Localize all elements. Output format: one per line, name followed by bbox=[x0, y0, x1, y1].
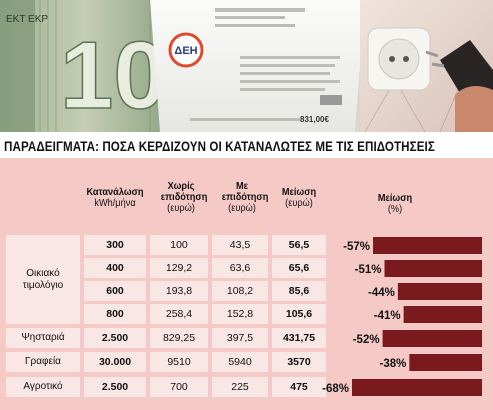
cell-reduction-1: 65,6 bbox=[272, 258, 326, 278]
cell-without-5: 9510 bbox=[150, 352, 208, 372]
cell-consumption-6: 2.500 bbox=[84, 377, 146, 397]
logo-text: ΔEH bbox=[174, 45, 197, 57]
percent-bar-4 bbox=[382, 330, 482, 347]
cell-reduction-4: 431,75 bbox=[272, 328, 326, 348]
cell-with-3: 152,8 bbox=[212, 304, 268, 324]
percent-label-4: -52% bbox=[353, 334, 380, 346]
header-without-unit: (ευρώ) bbox=[167, 203, 195, 214]
bill-amount: 831,00€ bbox=[300, 115, 329, 124]
header-reduction-title: Μείωση bbox=[281, 187, 317, 198]
header-consumption-unit: kWh/μήνα bbox=[94, 198, 136, 209]
header-reduction-pct: Μείωση (%) bbox=[363, 193, 427, 215]
header-without: Χωρίς επιδότηση (ευρώ) bbox=[153, 181, 208, 214]
banknote-value: 10 bbox=[60, 22, 167, 129]
category-residential-label: Οικιακό τιμολόγιο bbox=[22, 267, 64, 291]
percent-label-1: -51% bbox=[355, 264, 382, 276]
cell-without-0: 100 bbox=[150, 235, 208, 255]
category-bakery-label: Ψησταριά bbox=[21, 332, 65, 343]
cell-consumption-5: 30.000 bbox=[84, 352, 146, 372]
cell-reduction-6: 475 bbox=[272, 377, 326, 397]
cell-consumption-3: 800 bbox=[84, 304, 146, 324]
header-reduction: Μείωση (ευρώ) bbox=[270, 187, 327, 209]
cell-consumption-4: 2.500 bbox=[84, 328, 146, 348]
header-without-title: Χωρίς επιδότηση bbox=[160, 181, 208, 203]
percent-bar-1 bbox=[384, 260, 482, 277]
header-with-title: Με επιδότηση bbox=[221, 181, 269, 203]
cell-consumption-0: 300 bbox=[84, 235, 146, 255]
header-reduction-pct-unit: (%) bbox=[387, 204, 403, 215]
cell-with-4: 397,5 bbox=[212, 328, 268, 348]
category-office: Γραφεία bbox=[6, 352, 80, 372]
percent-label-0: -57% bbox=[343, 241, 370, 253]
cell-without-6: 700 bbox=[150, 377, 208, 397]
header-reduction-unit: (ευρώ) bbox=[285, 198, 313, 209]
header-consumption-title: Κατανάλωση bbox=[86, 187, 144, 198]
header-consumption: Κατανάλωση kWh/μήνα bbox=[86, 187, 145, 209]
photo-banner: EKT EKP 10 ΔEH 831,00€ bbox=[0, 0, 493, 132]
percent-label-6: -68% bbox=[322, 383, 349, 395]
percent-label-3: -41% bbox=[374, 310, 401, 322]
header-with-unit: (ευρώ) bbox=[228, 203, 256, 214]
cell-with-5: 5940 bbox=[212, 352, 268, 372]
percent-bar-6 bbox=[352, 379, 482, 396]
percent-bar-3 bbox=[403, 306, 482, 323]
cell-without-2: 193,8 bbox=[150, 281, 208, 301]
category-residential: Οικιακό τιμολόγιο bbox=[6, 235, 80, 324]
company-logo bbox=[168, 32, 204, 68]
cell-with-1: 63,6 bbox=[212, 258, 268, 278]
headline: ΠΑΡΑΔΕΙΓΜΑΤΑ: ΠΟΣΑ ΚΕΡΔΙΖΟΥΝ ΟΙ ΚΑΤΑΝΑΛΩ… bbox=[4, 139, 435, 154]
header-reduction-pct-title: Μείωση bbox=[377, 193, 413, 204]
percent-label-5: -38% bbox=[379, 358, 406, 370]
cell-without-4: 829,25 bbox=[150, 328, 208, 348]
category-office-label: Γραφεία bbox=[25, 356, 61, 367]
cell-without-1: 129,2 bbox=[150, 258, 208, 278]
photo-illustration: EKT EKP 10 ΔEH 831,00€ bbox=[0, 0, 493, 132]
cell-consumption-2: 600 bbox=[84, 281, 146, 301]
cell-reduction-3: 105,6 bbox=[272, 304, 326, 324]
category-bakery: Ψησταριά bbox=[6, 328, 80, 348]
cell-reduction-5: 3570 bbox=[272, 352, 326, 372]
percent-bar-2 bbox=[397, 283, 482, 300]
cell-reduction-2: 85,6 bbox=[272, 281, 326, 301]
cell-without-3: 258,4 bbox=[150, 304, 208, 324]
percent-label-2: -44% bbox=[368, 287, 395, 299]
percent-bar-0 bbox=[373, 237, 482, 254]
percent-bar-5 bbox=[409, 354, 482, 371]
category-agri: Αγροτικό bbox=[6, 377, 80, 397]
cell-with-0: 43,5 bbox=[212, 235, 268, 255]
cell-with-6: 225 bbox=[212, 377, 268, 397]
cell-consumption-1: 400 bbox=[84, 258, 146, 278]
category-agri-label: Αγροτικό bbox=[23, 381, 63, 392]
cell-with-2: 108,2 bbox=[212, 281, 268, 301]
banknote-label: EKT EKP bbox=[6, 14, 48, 25]
hand bbox=[455, 86, 493, 132]
cell-reduction-0: 56,5 bbox=[272, 235, 326, 255]
header-with: Με επιδότηση (ευρώ) bbox=[214, 181, 269, 214]
